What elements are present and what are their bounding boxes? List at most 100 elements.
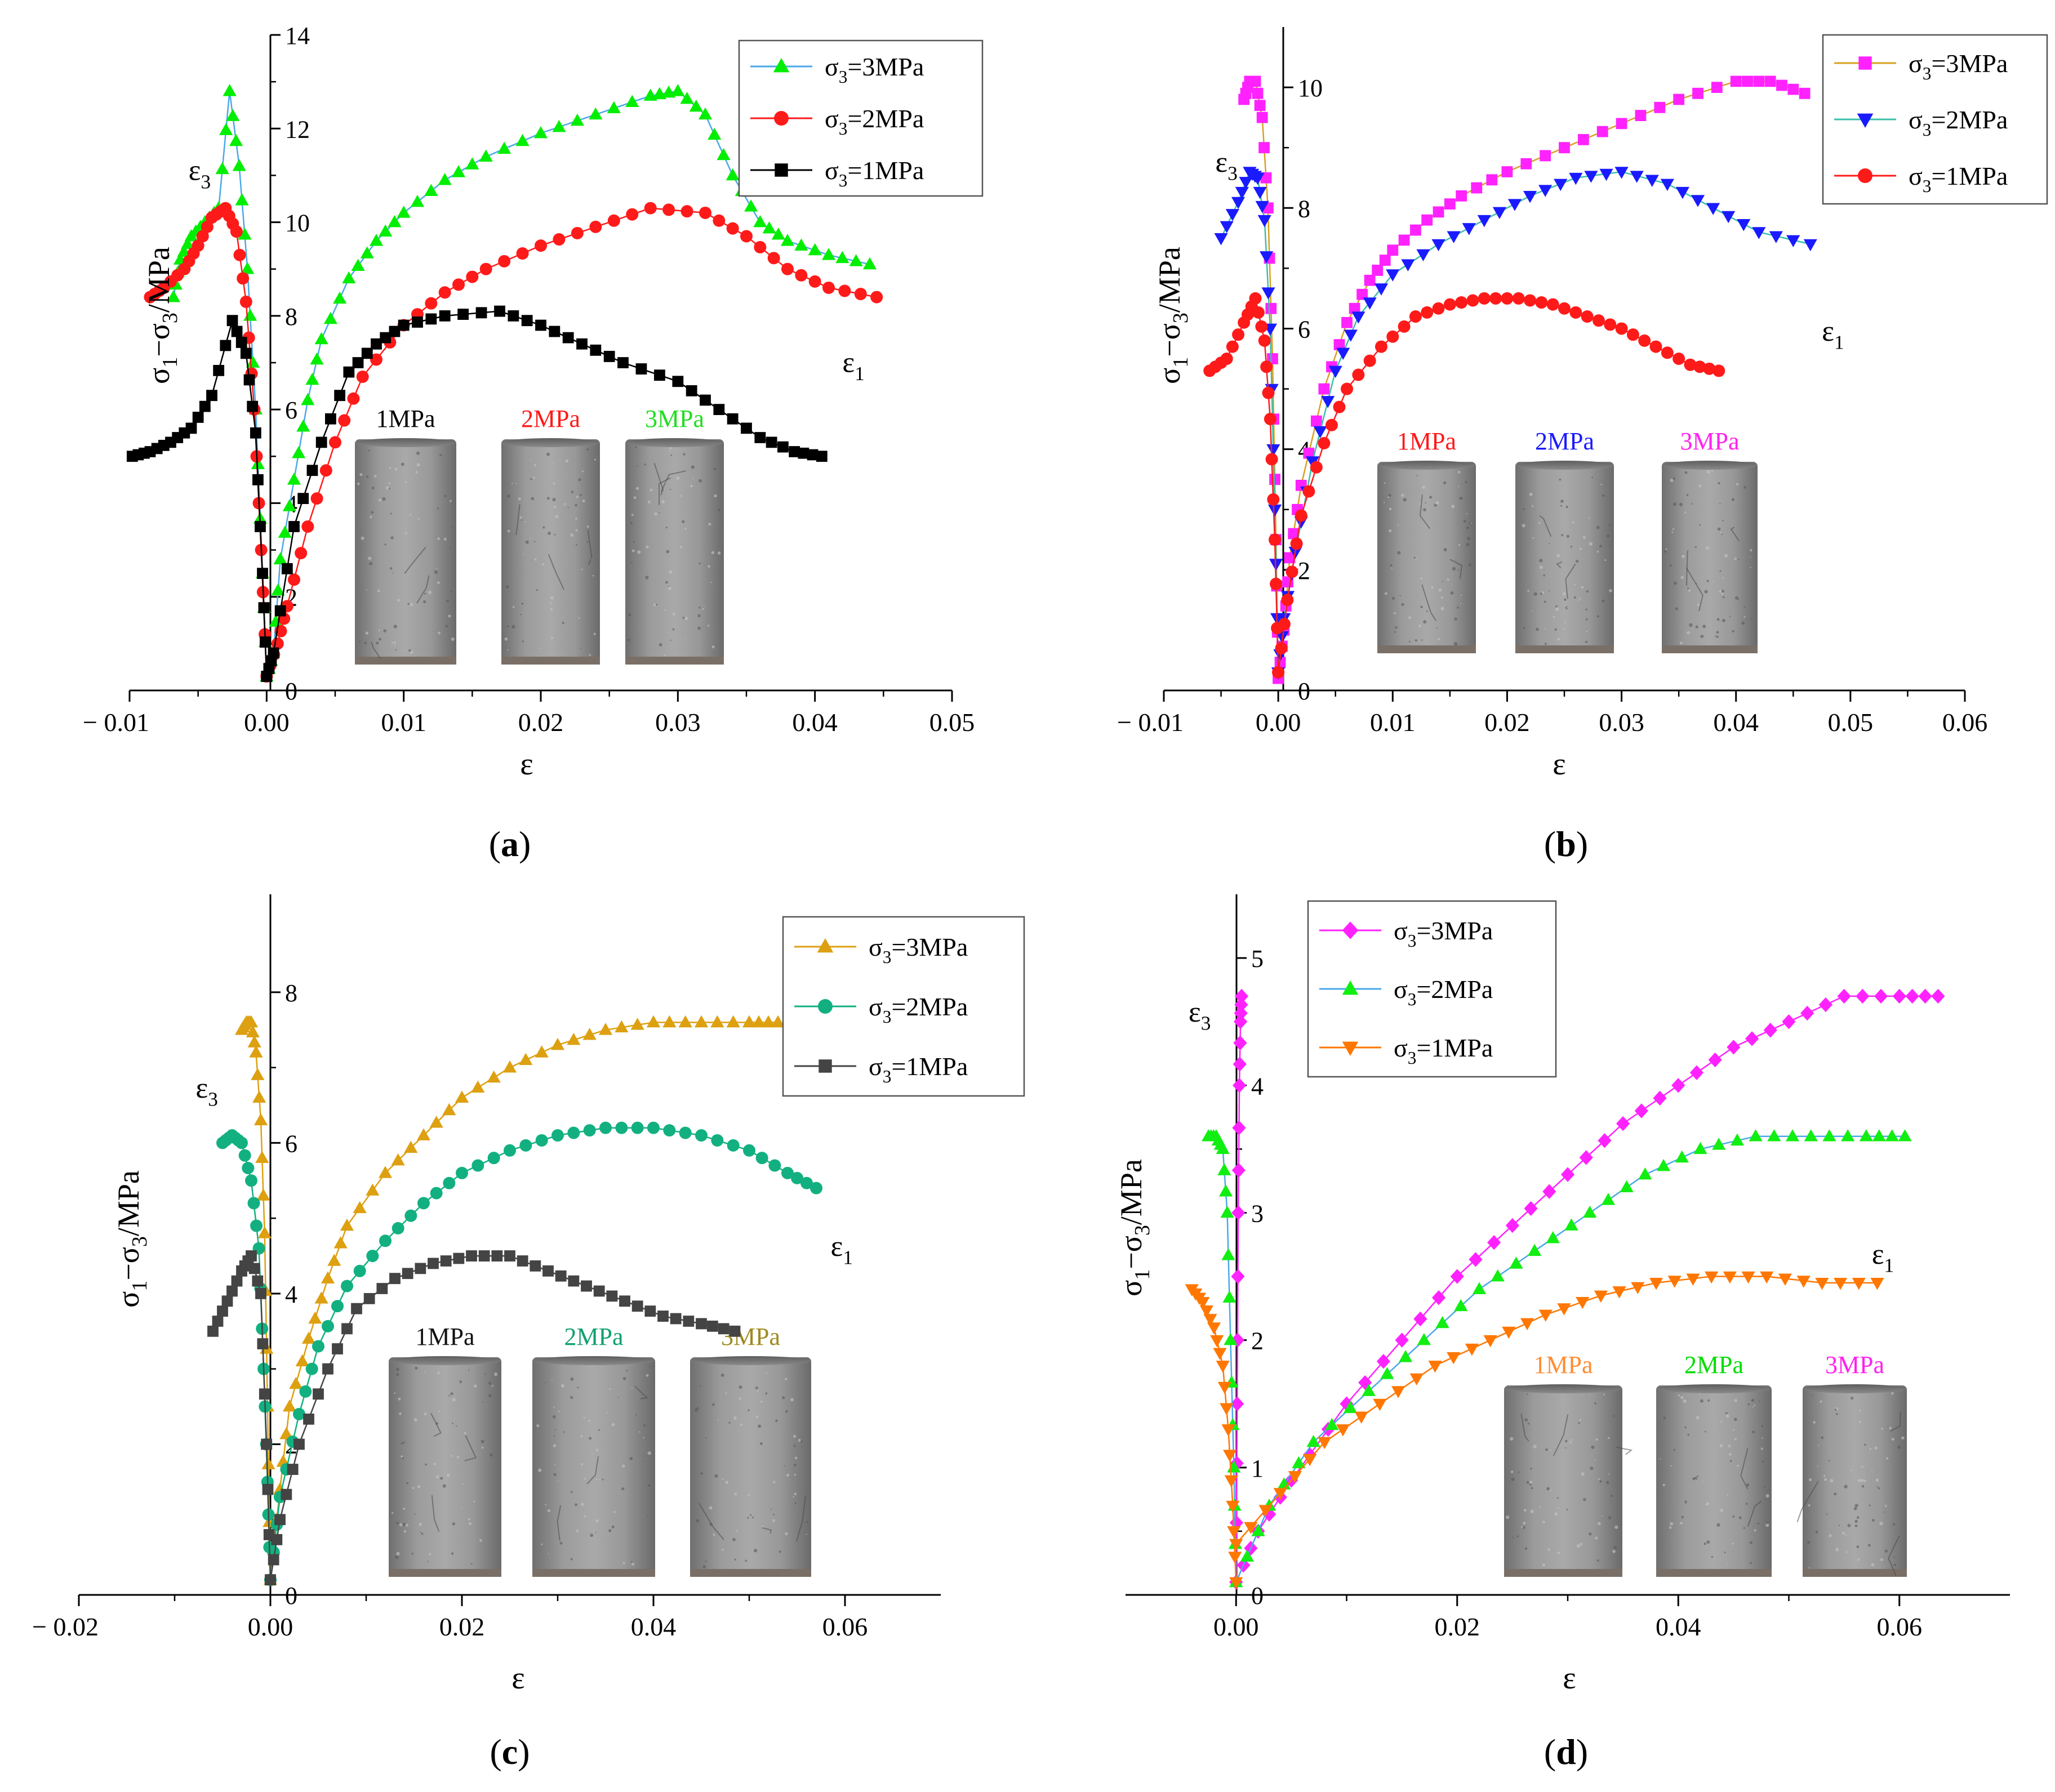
data-point xyxy=(1267,493,1280,506)
data-point xyxy=(791,1171,803,1184)
data-point xyxy=(1691,195,1705,207)
data-point xyxy=(242,1162,255,1175)
data-point xyxy=(201,220,213,233)
data-point xyxy=(1576,1296,1590,1309)
x-axis-label: ε xyxy=(1553,747,1566,782)
data-point xyxy=(451,165,466,177)
data-point xyxy=(287,1464,299,1475)
data-point xyxy=(1231,1269,1245,1284)
data-point xyxy=(207,1325,219,1337)
data-point xyxy=(363,1292,375,1304)
data-point xyxy=(301,393,315,405)
data-point xyxy=(243,374,255,386)
data-point xyxy=(314,332,328,345)
data-point xyxy=(241,262,255,274)
data-point xyxy=(1524,294,1537,307)
data-point xyxy=(631,1121,644,1134)
specimen-photo-3MPa xyxy=(1796,1384,1907,1577)
data-point xyxy=(711,1134,724,1147)
data-point xyxy=(231,326,243,337)
data-point xyxy=(1232,328,1245,341)
data-point xyxy=(807,449,819,461)
data-point xyxy=(1581,310,1594,323)
x-tick-label: 0.05 xyxy=(1828,708,1874,737)
data-point xyxy=(1372,265,1384,276)
data-point xyxy=(303,1413,314,1425)
data-point xyxy=(630,1018,644,1030)
data-point xyxy=(404,1140,418,1153)
data-point xyxy=(1207,1322,1221,1335)
data-point xyxy=(508,310,519,322)
data-point xyxy=(479,262,492,275)
data-point xyxy=(281,1488,292,1500)
data-point xyxy=(1278,618,1291,631)
data-point xyxy=(700,394,711,406)
data-point xyxy=(1782,1014,1796,1029)
data-point xyxy=(589,220,602,233)
data-point xyxy=(740,230,753,243)
data-point xyxy=(706,1321,718,1332)
data-point xyxy=(838,284,851,297)
data-point xyxy=(1564,1218,1578,1231)
y-tick-label: 12 xyxy=(285,115,310,143)
specimen-photo-3MPa xyxy=(690,1356,811,1577)
data-point xyxy=(371,338,382,350)
data-point xyxy=(301,1331,316,1344)
data-point xyxy=(1258,1505,1273,1517)
data-point xyxy=(1787,83,1799,95)
data-point xyxy=(672,376,684,387)
legend-label: σ3=1MPa xyxy=(869,1052,968,1086)
data-point xyxy=(1708,1052,1722,1068)
data-point xyxy=(1859,1129,1873,1142)
data-point xyxy=(315,436,327,448)
data-point xyxy=(223,84,237,96)
data-point xyxy=(1557,1303,1571,1316)
data-point xyxy=(1217,1381,1232,1394)
y-tick-label: 0 xyxy=(285,1582,297,1610)
data-point xyxy=(1234,997,1248,1013)
data-point xyxy=(1310,461,1323,474)
data-point xyxy=(226,1285,238,1297)
x-tick-label: 0.03 xyxy=(655,708,701,737)
data-point xyxy=(353,1264,366,1277)
data-point xyxy=(438,173,452,185)
data-point xyxy=(1538,1309,1553,1322)
strain-annotation: ε3 xyxy=(195,1072,218,1111)
data-point xyxy=(361,347,373,359)
data-point xyxy=(1443,298,1456,311)
data-point xyxy=(233,248,246,261)
data-point xyxy=(1856,988,1870,1004)
data-point xyxy=(570,113,584,126)
data-point xyxy=(1234,1014,1248,1029)
series-line-axial xyxy=(1235,1135,1905,1583)
data-point xyxy=(590,344,602,356)
data-point xyxy=(1277,1477,1291,1490)
data-point xyxy=(768,1159,781,1172)
data-point xyxy=(1253,186,1267,199)
data-point xyxy=(402,1268,413,1280)
specimen-label: 3MPa xyxy=(1825,1351,1884,1379)
data-point xyxy=(1558,302,1571,315)
data-point xyxy=(388,215,402,228)
data-point xyxy=(1386,330,1399,343)
data-point xyxy=(251,457,265,469)
data-point xyxy=(1471,182,1483,194)
data-point xyxy=(1727,1040,1741,1055)
data-point xyxy=(1778,1273,1792,1286)
data-point xyxy=(144,291,157,304)
data-point xyxy=(1615,322,1628,335)
specimen-photo-2MPa xyxy=(1656,1384,1772,1577)
data-point xyxy=(327,1254,341,1266)
data-point xyxy=(800,1176,813,1189)
data-point xyxy=(1310,415,1322,427)
data-point xyxy=(1225,209,1239,221)
data-point xyxy=(794,238,808,251)
data-point xyxy=(1221,1424,1235,1437)
data-point xyxy=(516,247,529,260)
data-point xyxy=(246,1025,260,1038)
data-point xyxy=(1220,1403,1234,1415)
data-point xyxy=(443,1176,456,1189)
x-tick-label: 0.00 xyxy=(1213,1612,1259,1641)
data-point xyxy=(1803,239,1817,252)
specimen-label: 3MPa xyxy=(1680,427,1739,455)
